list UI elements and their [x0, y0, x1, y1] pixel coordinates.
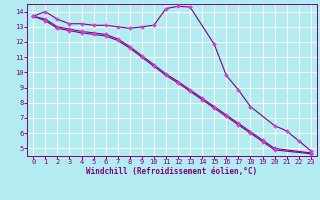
X-axis label: Windchill (Refroidissement éolien,°C): Windchill (Refroidissement éolien,°C): [86, 167, 258, 176]
